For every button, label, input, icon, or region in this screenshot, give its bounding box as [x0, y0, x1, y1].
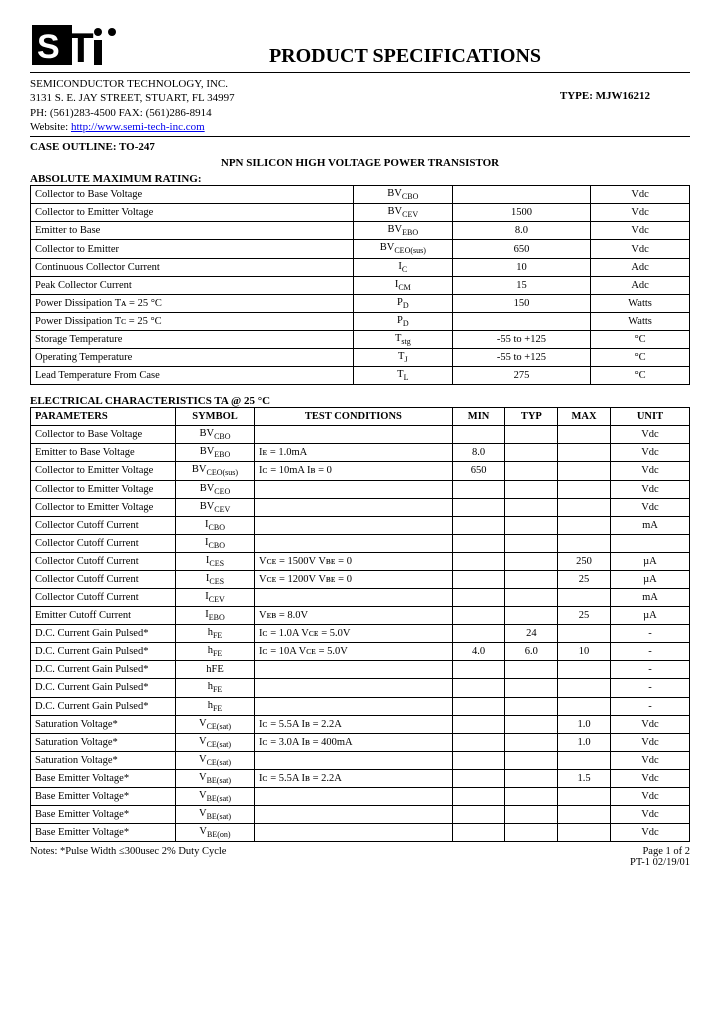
footer-rev: PT-1 02/19/01 — [630, 857, 690, 868]
table-row: Collector to Emitter VoltageBVCEVVdc — [31, 498, 690, 516]
column-header: TYP — [505, 408, 558, 426]
type-value: MJW16212 — [596, 90, 650, 102]
divider — [30, 136, 690, 137]
table-row: Lead Temperature From CaseTL275°C — [31, 367, 690, 385]
website-link[interactable]: http://www.semi-tech-inc.com — [71, 121, 205, 133]
table-row: Operating TemperatureTJ-55 to +125°C — [31, 349, 690, 367]
website-label: Website: — [30, 121, 71, 133]
table-row: Power Dissipation Tᴀ = 25 °CPD150Watts — [31, 294, 690, 312]
table-row: D.C. Current Gain Pulsed*hFE- — [31, 661, 690, 679]
footer-page: Page 1 of 2 — [630, 846, 690, 857]
table-row: Emitter Cutoff CurrentIEBOVᴇʙ = 8.0V25µA — [31, 607, 690, 625]
table-row: Continuous Collector CurrentIC10Adc — [31, 258, 690, 276]
table-row: Collector Cutoff CurrentICBOmA — [31, 516, 690, 534]
company-phone: PH: (561)283-4500 FAX: (561)286-8914 — [30, 106, 235, 120]
table-row: Base Emitter Voltage*VBE(sat)Vdc — [31, 806, 690, 824]
table-row: Collector to EmitterBVCEO(sus)650Vdc — [31, 240, 690, 258]
table-row: D.C. Current Gain Pulsed*hFEIᴄ = 10A Vᴄᴇ… — [31, 643, 690, 661]
table-row: Emitter to BaseBVEBO8.0Vdc — [31, 222, 690, 240]
table-row: Power Dissipation Tᴄ = 25 °CPDWatts — [31, 312, 690, 330]
column-header: SYMBOL — [175, 408, 254, 426]
table-row: Saturation Voltage*VCE(sat)Iᴄ = 3.0A Iʙ … — [31, 733, 690, 751]
column-header: TEST CONDITIONS — [255, 408, 453, 426]
footer-notes: Notes: *Pulse Width ≤300usec 2% Duty Cyc… — [30, 846, 226, 868]
table-row: Collector Cutoff CurrentICESVᴄᴇ = 1200V … — [31, 570, 690, 588]
table-row: Emitter to Base VoltageBVEBOIᴇ = 1.0mA8.… — [31, 444, 690, 462]
column-header: UNIT — [610, 408, 689, 426]
page-title: PRODUCT SPECIFICATIONS — [120, 45, 690, 68]
svg-text:S: S — [37, 28, 60, 66]
column-header: PARAMETERS — [31, 408, 176, 426]
table-row: Storage TemperatureTstg-55 to +125°C — [31, 330, 690, 348]
table-row: Collector Cutoff CurrentICEVmA — [31, 589, 690, 607]
logo: S T — [30, 20, 120, 70]
column-header: MAX — [558, 408, 611, 426]
table-row: Saturation Voltage*VCE(sat)Vdc — [31, 751, 690, 769]
table-row: Collector Cutoff CurrentICBO — [31, 534, 690, 552]
table-row: Collector to Emitter VoltageBVCEOVdc — [31, 480, 690, 498]
table-row: D.C. Current Gain Pulsed*hFE- — [31, 679, 690, 697]
table-row: Collector to Base VoltageBVCBOVdc — [31, 426, 690, 444]
table-row: D.C. Current Gain Pulsed*hFE- — [31, 697, 690, 715]
subtitle: NPN SILICON HIGH VOLTAGE POWER TRANSISTO… — [30, 157, 690, 169]
amr-heading: ABSOLUTE MAXIMUM RATING: — [30, 173, 690, 185]
company-address: 3131 S. E. JAY STREET, STUART, FL 34997 — [30, 91, 235, 105]
table-row: Collector to Emitter VoltageBVCEV1500Vdc — [31, 204, 690, 222]
amr-table: Collector to Base VoltageBVCBOVdcCollect… — [30, 185, 690, 385]
table-row: Base Emitter Voltage*VBE(sat)Vdc — [31, 788, 690, 806]
table-row: Collector to Emitter VoltageBVCEO(sus)Iᴄ… — [31, 462, 690, 480]
company-name: SEMICONDUCTOR TECHNOLOGY, INC. — [30, 77, 235, 91]
ec-heading: ELECTRICAL CHARACTERISTICS TA @ 25 °C — [30, 395, 690, 407]
column-header: MIN — [452, 408, 505, 426]
type-label: TYPE: — [560, 90, 596, 102]
ec-table: PARAMETERSSYMBOLTEST CONDITIONSMINTYPMAX… — [30, 407, 690, 842]
company-info: SEMICONDUCTOR TECHNOLOGY, INC. 3131 S. E… — [30, 77, 690, 134]
divider — [30, 72, 690, 73]
svg-text:T: T — [68, 24, 94, 70]
case-outline: CASE OUTLINE: TO-247 — [30, 141, 690, 153]
header: S T PRODUCT SPECIFICATIONS — [30, 20, 690, 70]
footer: Notes: *Pulse Width ≤300usec 2% Duty Cyc… — [30, 846, 690, 868]
table-row: Collector Cutoff CurrentICESVᴄᴇ = 1500V … — [31, 552, 690, 570]
table-row: Peak Collector CurrentICM15Adc — [31, 276, 690, 294]
table-row: D.C. Current Gain Pulsed*hFEIᴄ = 1.0A Vᴄ… — [31, 625, 690, 643]
table-row: Base Emitter Voltage*VBE(on)Vdc — [31, 824, 690, 842]
table-row: Base Emitter Voltage*VBE(sat)Iᴄ = 5.5A I… — [31, 769, 690, 787]
table-row: Collector to Base VoltageBVCBOVdc — [31, 186, 690, 204]
table-row: Saturation Voltage*VCE(sat)Iᴄ = 5.5A Iʙ … — [31, 715, 690, 733]
